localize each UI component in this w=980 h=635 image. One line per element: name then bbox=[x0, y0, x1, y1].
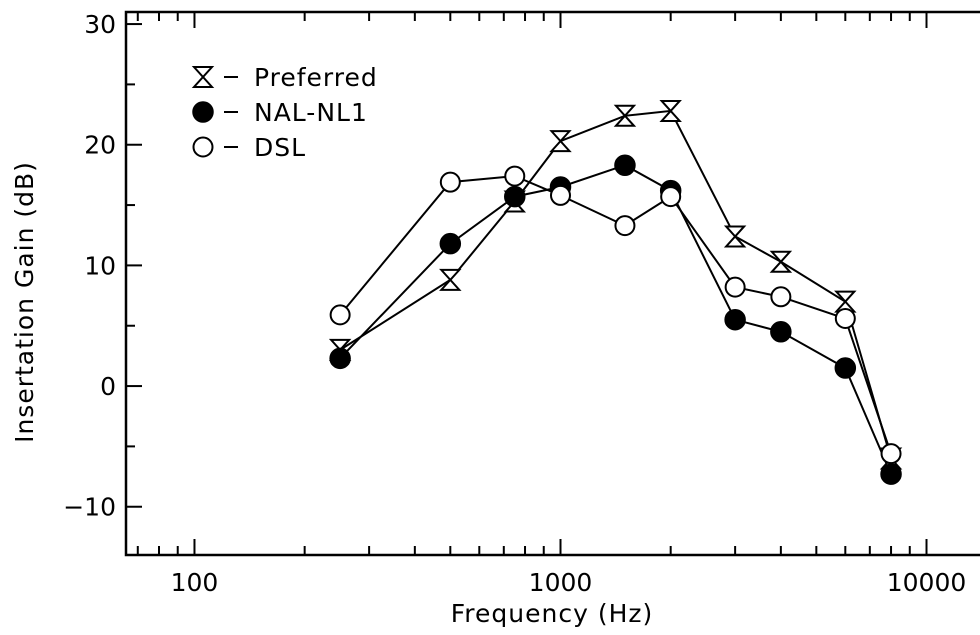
data-point-dsl bbox=[660, 186, 682, 208]
data-point-nal-nl1 bbox=[770, 321, 792, 343]
series-line-dsl bbox=[339, 175, 892, 454]
data-point-dsl bbox=[504, 165, 526, 187]
data-point-nal-nl1 bbox=[504, 185, 526, 208]
y-tick-label: −10 bbox=[63, 493, 116, 522]
legend-marker-dsl bbox=[192, 136, 214, 158]
data-point-nal-nl1 bbox=[724, 308, 746, 331]
legend-marker-preferred bbox=[191, 66, 215, 88]
data-point-dsl bbox=[549, 184, 571, 206]
series-line-preferred bbox=[339, 109, 892, 459]
data-point-preferred bbox=[613, 104, 637, 127]
y-tick-label: 0 bbox=[100, 372, 116, 401]
data-point-preferred bbox=[659, 99, 682, 122]
x-tick-label: 10000 bbox=[887, 568, 967, 597]
y-tick-label: 20 bbox=[84, 131, 116, 160]
plot-frame bbox=[124, 10, 980, 557]
legend-marker-nal-nl1 bbox=[192, 101, 214, 123]
y-axis-title: Insertation Gain (dB) bbox=[10, 161, 39, 443]
x-axis-title: Frequency (Hz) bbox=[451, 599, 654, 628]
data-point-preferred bbox=[439, 268, 462, 291]
series-line-nal-nl1 bbox=[339, 164, 892, 475]
data-point-dsl bbox=[724, 276, 746, 298]
data-point-dsl bbox=[880, 443, 902, 465]
data-point-nal-nl1 bbox=[329, 347, 351, 370]
x-tick-label: 1000 bbox=[529, 568, 593, 597]
legend-label-preferred: Preferred bbox=[254, 63, 378, 92]
data-point-nal-nl1 bbox=[439, 232, 462, 255]
y-tick-label: 30 bbox=[84, 10, 116, 39]
data-layer bbox=[328, 99, 903, 485]
x-tick-label: 100 bbox=[171, 568, 219, 597]
axes-layer: −10 0 10 20 30 100 1000 10000 bbox=[63, 10, 980, 597]
data-point-nal-nl1 bbox=[614, 154, 636, 176]
data-point-nal-nl1 bbox=[834, 357, 857, 379]
data-point-dsl bbox=[770, 286, 792, 308]
data-point-dsl bbox=[439, 171, 461, 193]
data-point-preferred bbox=[549, 130, 572, 153]
legend-label-nal-nl1: NAL-NL1 bbox=[254, 98, 368, 127]
data-point-preferred bbox=[723, 225, 747, 248]
legend: Preferred NAL-NL1 DSL bbox=[191, 63, 378, 162]
data-point-dsl bbox=[329, 304, 351, 326]
y-tick-label: 10 bbox=[84, 251, 116, 280]
data-point-dsl bbox=[614, 215, 636, 237]
legend-label-dsl: DSL bbox=[254, 133, 306, 162]
data-point-preferred bbox=[834, 290, 857, 313]
data-point-dsl bbox=[834, 307, 856, 329]
data-point-nal-nl1 bbox=[880, 463, 902, 485]
data-point-preferred bbox=[769, 250, 793, 273]
